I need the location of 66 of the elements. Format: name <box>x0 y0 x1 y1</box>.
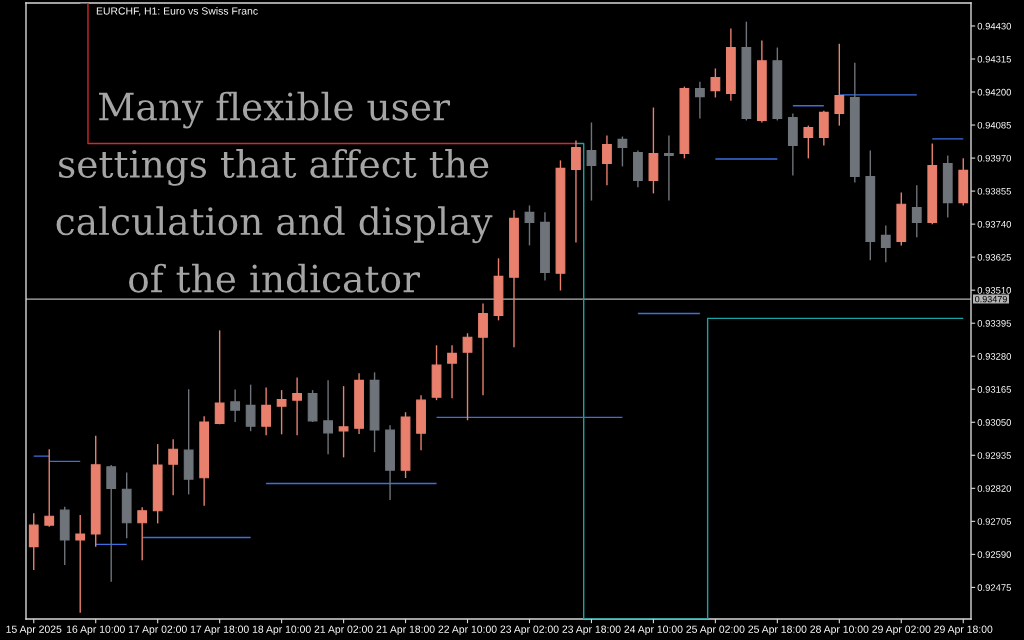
candlestick <box>803 124 814 160</box>
y-tick-label: 0.93740 <box>977 220 1012 228</box>
candlestick <box>168 438 179 496</box>
x-tick-label: 23 Apr 02:00 <box>500 625 559 635</box>
x-tick-label: 29 Apr 18:00 <box>934 625 993 635</box>
x-tick-label: 23 Apr 18:00 <box>562 625 621 635</box>
x-tick-label: 17 Apr 18:00 <box>190 625 249 635</box>
x-tick-label: 25 Apr 02:00 <box>686 625 745 635</box>
y-tick-label: 0.94315 <box>977 55 1011 63</box>
candlestick <box>230 388 241 423</box>
y-tick-label: 0.94430 <box>977 22 1012 30</box>
candlestick <box>338 385 349 459</box>
candlestick <box>617 135 628 168</box>
candlestick <box>106 464 117 583</box>
x-tick-label: 25 Apr 18:00 <box>748 625 807 635</box>
x-tick-label: 15 Apr 2025 <box>6 625 62 635</box>
annotation: Many flexible user settings that affect the calculation and display of the indicator <box>56 91 493 293</box>
y-tick-label: 0.93050 <box>977 419 1012 426</box>
candlestick <box>292 376 302 436</box>
ref-line-label: 0.93479 <box>975 295 1007 303</box>
candlestick <box>28 512 39 571</box>
candlestick <box>447 344 457 399</box>
candlestick <box>571 139 581 244</box>
candlestick <box>137 506 148 561</box>
x-tick-label: 17 Apr 02:00 <box>128 625 187 635</box>
candlestick <box>586 121 597 202</box>
x-tick-label: 18 Apr 10:00 <box>252 625 311 635</box>
y-tick-label: 0.94085 <box>977 121 1011 129</box>
y-tick-label: 0.93165 <box>977 386 1011 393</box>
candlestick <box>276 389 287 436</box>
y-tick-label: 0.92820 <box>977 485 1012 492</box>
candlestick <box>834 43 845 127</box>
y-tick-label: 0.93510 <box>977 287 1012 294</box>
candlestick <box>214 329 225 425</box>
y-tick-label: 0.92705 <box>977 518 1011 525</box>
candlestick <box>602 134 612 187</box>
candlestick <box>880 224 891 264</box>
x-tick-label: 16 Apr 10:00 <box>66 625 125 635</box>
candlestick <box>664 134 674 202</box>
x-tick-label: 22 Apr 10:00 <box>438 625 497 635</box>
candlestick <box>695 80 705 120</box>
x-tick-label: 29 Apr 02:00 <box>872 625 931 635</box>
y-tick-label: 0.93395 <box>977 320 1011 327</box>
x-tick-label: 21 Apr 02:00 <box>314 625 373 635</box>
y-tick-label: 0.92935 <box>977 452 1011 459</box>
candlestick <box>710 67 721 99</box>
candlestick <box>261 386 272 436</box>
y-tick-label: 0.93280 <box>977 353 1012 360</box>
x-tick-label: 21 Apr 18:00 <box>376 625 435 635</box>
y-tick-label: 0.94200 <box>977 88 1012 96</box>
y-tick-label: 0.93625 <box>977 253 1011 261</box>
x-tick-label: 24 Apr 10:00 <box>624 625 683 635</box>
candlestick <box>524 204 535 247</box>
candlestick <box>462 332 473 421</box>
candlestick <box>911 184 922 239</box>
candlestick <box>245 383 256 432</box>
chart-title: EURCHF, H1: Euro vs Swiss Franc <box>96 7 258 16</box>
y-tick-label: 0.93855 <box>977 187 1011 195</box>
candlestick <box>44 448 55 528</box>
y-tick-label: 0.92475 <box>977 584 1011 591</box>
y-tick-label: 0.93970 <box>977 154 1012 162</box>
x-tick-label: 28 Apr 10:00 <box>810 625 869 635</box>
candlestick <box>478 302 488 396</box>
y-tick-label: 0.92590 <box>977 551 1012 558</box>
candlestick <box>75 514 86 614</box>
candlestick <box>323 379 333 455</box>
